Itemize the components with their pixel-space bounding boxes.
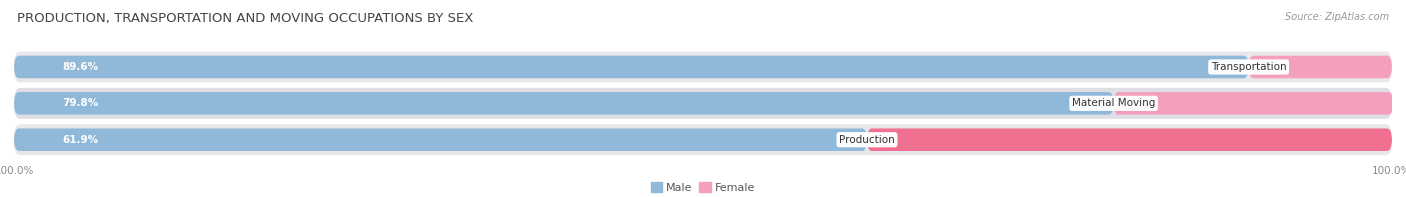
FancyBboxPatch shape	[14, 128, 868, 151]
Text: Production: Production	[839, 135, 894, 145]
FancyBboxPatch shape	[14, 124, 1392, 155]
Text: 89.6%: 89.6%	[62, 62, 98, 72]
Text: 61.9%: 61.9%	[62, 135, 98, 145]
Text: Material Moving: Material Moving	[1071, 98, 1156, 108]
FancyBboxPatch shape	[868, 128, 1392, 151]
FancyBboxPatch shape	[14, 88, 1392, 119]
FancyBboxPatch shape	[1249, 56, 1392, 78]
Text: Source: ZipAtlas.com: Source: ZipAtlas.com	[1285, 12, 1389, 22]
FancyBboxPatch shape	[14, 52, 1392, 82]
FancyBboxPatch shape	[14, 56, 1249, 78]
Text: PRODUCTION, TRANSPORTATION AND MOVING OCCUPATIONS BY SEX: PRODUCTION, TRANSPORTATION AND MOVING OC…	[17, 12, 474, 25]
Text: Transportation: Transportation	[1211, 62, 1286, 72]
FancyBboxPatch shape	[1114, 92, 1393, 115]
FancyBboxPatch shape	[14, 92, 1114, 115]
Text: 79.8%: 79.8%	[62, 98, 98, 108]
Legend: Male, Female: Male, Female	[647, 178, 759, 197]
